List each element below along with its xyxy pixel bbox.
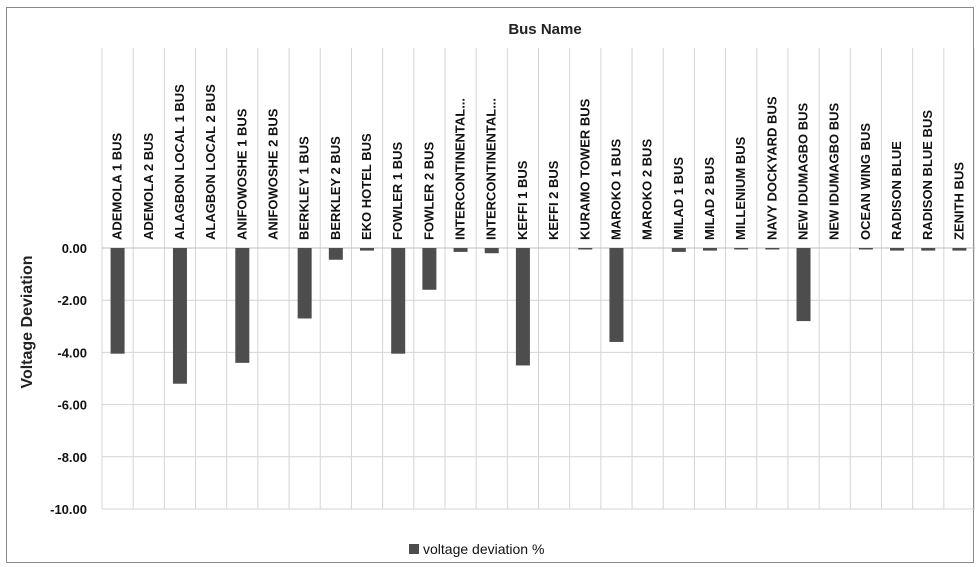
bar: [110, 248, 125, 354]
x-axis-title: Bus Name: [508, 21, 581, 38]
category-label: ANIFOWOSHE 1 BUS: [234, 108, 249, 240]
bar: [765, 248, 780, 250]
category-label: ADEMOLA 2 BUS: [141, 133, 156, 240]
bar-chart: ADEMOLA 1 BUS ADEMOLA 2 BUS ALAGBON LOCAL …: [19, 21, 975, 557]
category-label: RADISON BLUE: [889, 141, 904, 240]
category-label: RADISON BLUE BUS: [920, 110, 935, 240]
bar: [796, 248, 811, 322]
category-label: FOWLER 1 BUS: [390, 141, 405, 240]
category-label: MILAD 1 BUS: [671, 157, 686, 240]
category-label: KURAMO TOWER BUS: [577, 98, 592, 240]
category-label: KEFFI 2 BUS: [546, 160, 561, 240]
category-label: ANIFOWOSHE 2 BUS: [265, 108, 280, 240]
category-label: ALAGBON LOCAL 1 BUS: [172, 84, 187, 240]
category-label: ALAGBON LOCAL 2 BUS: [203, 84, 218, 240]
chart-frame: ADEMOLA 1 BUS ADEMOLA 2 BUS ALAGBON LOCAL …: [6, 7, 975, 563]
bar: [172, 248, 187, 384]
bar: [921, 248, 936, 251]
legend-label: voltage deviation %: [423, 541, 544, 557]
category-label: ZENITH BUS: [951, 162, 966, 240]
category-label: MAROKO 1 BUS: [608, 139, 623, 240]
category-label: MAROKO 2 BUS: [640, 139, 655, 240]
category-label: BERKLEY 2 BUS: [328, 136, 343, 240]
y-tick-label: -8.00: [57, 450, 87, 465]
bar: [734, 248, 749, 250]
y-tick-label: 0.00: [62, 241, 87, 256]
bar: [890, 248, 905, 251]
bar: [952, 248, 967, 251]
category-label: ADEMOLA 1 BUS: [110, 133, 125, 240]
category-label: MILLENIUM BUS: [733, 136, 748, 240]
y-tick-label: -2.00: [57, 293, 87, 308]
legend-swatch: [409, 544, 419, 554]
category-labels: ADEMOLA 1 BUS ADEMOLA 2 BUS ALAGBON LOCAL …: [110, 84, 967, 240]
category-label: OCEAN WING BUS: [858, 123, 873, 240]
category-label: FOWLER 2 BUS: [421, 141, 436, 240]
y-tick-label: -10.00: [50, 502, 87, 517]
bar: [858, 248, 873, 250]
y-axis-title: Voltage Deviation: [19, 255, 36, 388]
category-label: KEFFI 1 BUS: [515, 160, 530, 240]
bar: [515, 248, 530, 366]
y-tick-label: -4.00: [57, 345, 87, 360]
bar: [235, 248, 250, 363]
bar: [484, 248, 499, 254]
bar: [609, 248, 624, 342]
bar: [578, 248, 593, 250]
category-label: NEW IDUMAGBO BUS: [796, 102, 811, 240]
category-label: EKO HOTEL BUS: [359, 133, 374, 240]
bar: [328, 248, 343, 260]
category-label: INTERCONTINENTAL...: [453, 98, 468, 240]
grid-lines: [101, 48, 975, 510]
category-label: NAVY DOCKYARD BUS: [764, 96, 779, 240]
bar: [422, 248, 437, 290]
category-label: MILAD 2 BUS: [702, 157, 717, 240]
legend: voltage deviation %: [409, 541, 544, 557]
bar: [297, 248, 312, 319]
bar: [360, 248, 375, 251]
category-label: BERKLEY 1 BUS: [297, 136, 312, 240]
category-label: NEW IDUMAGBO BUS: [827, 102, 842, 240]
bar: [453, 248, 468, 252]
bar: [702, 248, 717, 251]
bar: [671, 248, 686, 252]
bar-series: [110, 248, 967, 384]
y-tick-labels: 0.00 -2.00 -4.00 -6.00 -8.00 -10.00: [50, 241, 87, 517]
category-label: INTERCONTINENTAL...: [484, 98, 499, 240]
y-tick-label: -6.00: [57, 398, 87, 413]
bar: [391, 248, 406, 354]
